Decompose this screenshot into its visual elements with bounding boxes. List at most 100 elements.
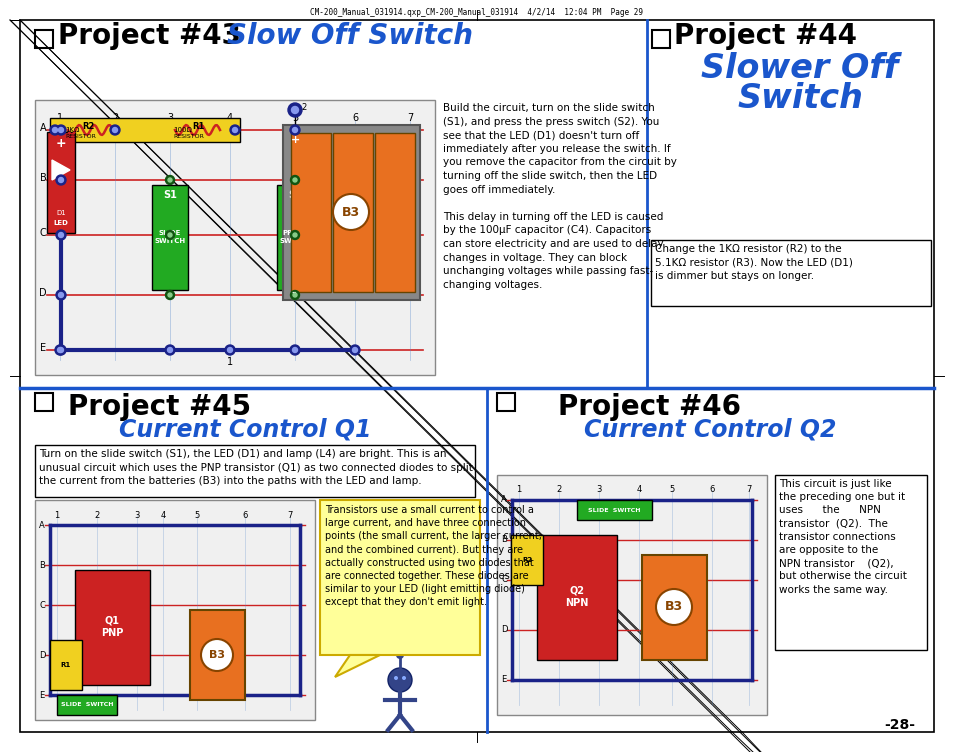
Circle shape — [56, 230, 66, 240]
Text: 3: 3 — [134, 511, 139, 520]
Text: 1: 1 — [54, 511, 59, 520]
Circle shape — [395, 651, 403, 659]
Text: Project #46: Project #46 — [558, 393, 740, 421]
Text: A: A — [39, 520, 45, 529]
Circle shape — [58, 293, 64, 298]
Circle shape — [165, 345, 174, 355]
Text: 4: 4 — [636, 486, 641, 495]
Bar — [497, 475, 766, 715]
Text: Project #45: Project #45 — [69, 393, 252, 421]
Circle shape — [165, 175, 174, 184]
Text: 7: 7 — [287, 511, 293, 520]
Text: Project #43: Project #43 — [58, 22, 241, 50]
Text: B: B — [500, 535, 506, 544]
Polygon shape — [537, 535, 617, 660]
Circle shape — [333, 194, 369, 230]
Circle shape — [52, 128, 57, 132]
Bar — [47, 132, 75, 233]
Circle shape — [388, 668, 412, 692]
Text: B3: B3 — [209, 650, 225, 660]
Text: Q1
PNP: Q1 PNP — [101, 616, 123, 638]
Bar — [190, 610, 245, 700]
Text: 1: 1 — [227, 357, 233, 367]
Text: Switch: Switch — [737, 82, 862, 115]
Circle shape — [110, 125, 120, 135]
Circle shape — [293, 293, 296, 297]
Text: LED: LED — [53, 220, 69, 226]
Text: 4: 4 — [227, 113, 233, 123]
Circle shape — [201, 639, 233, 671]
Circle shape — [58, 347, 64, 353]
Circle shape — [291, 290, 299, 299]
Circle shape — [290, 125, 299, 135]
Bar — [774, 475, 926, 650]
Circle shape — [58, 177, 64, 183]
Bar — [35, 100, 435, 375]
Text: S2: S2 — [288, 190, 301, 200]
Text: 5: 5 — [194, 511, 199, 520]
Text: Q2
NPN: Q2 NPN — [565, 586, 588, 608]
Bar — [577, 500, 651, 520]
Bar — [291, 133, 331, 292]
Bar — [497, 393, 515, 411]
Text: +: + — [55, 137, 67, 150]
Text: E: E — [40, 343, 46, 353]
Text: SLIDE  SWITCH: SLIDE SWITCH — [587, 508, 639, 513]
Circle shape — [58, 128, 64, 132]
Polygon shape — [75, 570, 150, 685]
Text: A: A — [500, 496, 506, 505]
Text: D: D — [39, 288, 47, 298]
Polygon shape — [335, 655, 379, 677]
Bar — [651, 30, 669, 48]
Text: RESISTOR: RESISTOR — [172, 134, 204, 138]
Text: D: D — [39, 650, 45, 660]
Text: Transistors use a small current to control a
large current, and have three conne: Transistors use a small current to contr… — [325, 505, 541, 608]
Text: C: C — [40, 228, 47, 238]
Circle shape — [288, 103, 302, 117]
Circle shape — [225, 345, 234, 355]
Text: 7: 7 — [745, 486, 751, 495]
Text: +: + — [291, 135, 300, 145]
Circle shape — [168, 347, 172, 353]
Circle shape — [168, 293, 172, 297]
Text: 6: 6 — [242, 511, 248, 520]
Circle shape — [293, 178, 296, 182]
Circle shape — [165, 231, 174, 239]
Circle shape — [350, 345, 359, 355]
Text: 6: 6 — [709, 486, 714, 495]
Text: 5: 5 — [292, 113, 297, 123]
Text: B: B — [39, 560, 45, 569]
Circle shape — [352, 347, 357, 353]
Bar — [152, 185, 188, 290]
Text: 2: 2 — [556, 486, 561, 495]
Text: 3: 3 — [596, 486, 601, 495]
Text: 5: 5 — [669, 486, 674, 495]
Text: 3: 3 — [167, 113, 172, 123]
Text: D: D — [500, 626, 507, 635]
Circle shape — [291, 175, 299, 184]
Text: SLIDE
SWITCH: SLIDE SWITCH — [154, 230, 186, 244]
Text: 1: 1 — [516, 486, 521, 495]
Circle shape — [293, 233, 296, 237]
Text: CM-200_Manual_031914.qxp_CM-200_Manual_031914  4/2/14  12:04 PM  Page 29: CM-200_Manual_031914.qxp_CM-200_Manual_0… — [310, 8, 643, 17]
Text: R1: R1 — [61, 662, 71, 668]
Text: S1: S1 — [163, 190, 176, 200]
Text: Current Control Q2: Current Control Q2 — [583, 418, 836, 442]
Circle shape — [227, 347, 233, 353]
Text: B: B — [40, 173, 47, 183]
Text: SLIDE  SWITCH: SLIDE SWITCH — [61, 702, 113, 708]
Bar — [333, 133, 373, 292]
Circle shape — [401, 676, 406, 680]
Text: E: E — [39, 690, 45, 699]
Circle shape — [168, 233, 172, 237]
Text: 2: 2 — [301, 104, 306, 113]
Circle shape — [55, 345, 65, 355]
Text: This circuit is just like
the preceding one but it
uses      the      NPN
transi: This circuit is just like the preceding … — [779, 479, 906, 595]
Text: C: C — [39, 601, 45, 610]
Text: C: C — [500, 575, 506, 584]
Circle shape — [57, 347, 63, 353]
Text: 100Ω: 100Ω — [172, 127, 192, 133]
Bar — [35, 30, 53, 48]
Text: PRESS
SWITCH: PRESS SWITCH — [279, 230, 311, 244]
Text: 1KΩ: 1KΩ — [65, 127, 79, 133]
